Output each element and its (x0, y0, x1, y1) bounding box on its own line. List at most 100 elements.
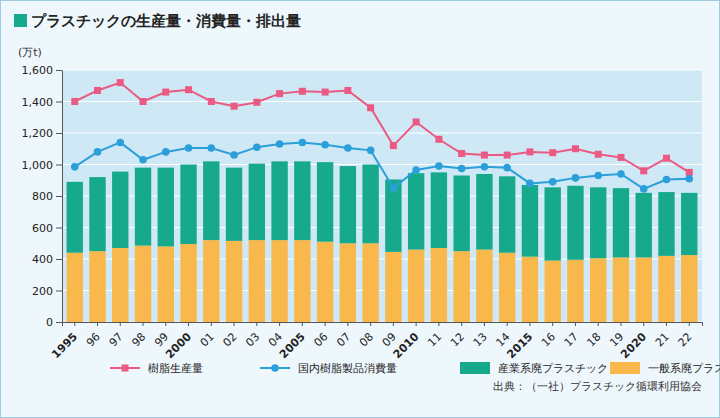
bar-series (67, 161, 698, 260)
tick-mark (56, 133, 62, 134)
bar (67, 253, 83, 322)
tick-label: 07 (334, 330, 353, 349)
tick-mark (666, 322, 667, 326)
source: 出典：（一社）プラスチック循環利用協会 (493, 380, 702, 393)
marker (94, 148, 102, 156)
marker (458, 150, 465, 157)
marker (504, 152, 511, 159)
tick: 17 (562, 322, 581, 349)
marker (617, 154, 624, 161)
tick: 06 (311, 322, 330, 349)
tick: 21 (653, 322, 672, 349)
tick: 01 (198, 322, 217, 349)
bar (67, 182, 83, 253)
tick-label: 13 (471, 330, 490, 349)
tick: 1,600 (22, 64, 63, 77)
tick-mark (347, 322, 348, 326)
tick-mark (56, 228, 62, 229)
tick-mark (56, 70, 62, 71)
tick-mark (56, 259, 62, 260)
marker (572, 174, 580, 182)
legend-swatch (460, 362, 490, 374)
marker (458, 165, 466, 173)
tick-mark (507, 322, 508, 326)
tick-mark (325, 322, 326, 326)
tick-mark (256, 322, 257, 326)
marker (503, 164, 511, 172)
bar (180, 165, 196, 245)
tick: 16 (539, 322, 558, 349)
tick: 200 (32, 285, 62, 298)
tick-label: 96 (84, 330, 103, 349)
bar (294, 161, 310, 240)
tick-mark (143, 322, 144, 326)
tick: 22 (676, 322, 695, 349)
bar (89, 177, 105, 251)
grid-line (62, 133, 702, 134)
bar (681, 193, 697, 255)
tick: 1995 (49, 322, 80, 361)
marker (526, 148, 533, 155)
tick-mark (56, 165, 62, 166)
marker (117, 79, 124, 86)
bar (408, 250, 424, 322)
bar (112, 172, 128, 248)
tick-mark (165, 322, 166, 326)
bar (340, 166, 356, 243)
tick: 800 (32, 190, 62, 203)
bar (636, 193, 652, 258)
marker (481, 163, 489, 171)
tick-label: 2000 (163, 330, 194, 361)
tick: 2020 (618, 322, 649, 361)
tick-mark (74, 322, 75, 326)
bar (431, 172, 447, 248)
tick-mark (56, 291, 62, 292)
tick-label: 03 (243, 330, 262, 349)
bar (476, 174, 492, 250)
marker (71, 98, 78, 105)
bar (522, 185, 538, 257)
legend-label: 産業系廃プラスチック (498, 362, 608, 375)
tick: 13 (471, 322, 490, 349)
bar (408, 173, 424, 249)
tick-mark (438, 322, 439, 326)
tick: 1,400 (22, 96, 63, 109)
bar (203, 240, 219, 322)
bar (249, 164, 265, 240)
bar (112, 248, 128, 322)
tick: 19 (607, 322, 626, 349)
tick-label: 1,400 (22, 96, 54, 109)
tick: 18 (585, 322, 604, 349)
marker (367, 104, 374, 111)
bar (271, 161, 287, 240)
line (75, 142, 690, 188)
tick-label: 0 (46, 316, 53, 329)
tick-label: 800 (32, 190, 53, 203)
axis-line (63, 323, 703, 327)
tick: 97 (107, 322, 126, 349)
bar (567, 186, 583, 260)
bar (499, 253, 515, 322)
tick-label: 400 (32, 253, 53, 266)
marker (231, 103, 238, 110)
grid-line (62, 164, 702, 165)
tick-mark (416, 322, 417, 326)
marker (321, 141, 329, 149)
chart: プラスチックの生産量・消費量・排出量(万t)02004006008001,000… (0, 0, 720, 418)
tick-label: 16 (539, 330, 558, 349)
tick: 2000 (163, 322, 194, 361)
tick-mark (643, 322, 644, 326)
tick-label: 2010 (391, 330, 422, 361)
tick-mark (120, 322, 121, 326)
marker (185, 144, 193, 152)
marker (549, 178, 557, 186)
tick-label: 08 (357, 330, 376, 349)
background (1, 1, 720, 418)
markers (71, 139, 693, 193)
tick: 02 (220, 322, 239, 349)
tick-label: 21 (653, 330, 672, 349)
legend-swatch (610, 362, 640, 374)
tick-label: 12 (448, 330, 467, 349)
marker (344, 87, 351, 94)
marker (162, 89, 169, 96)
